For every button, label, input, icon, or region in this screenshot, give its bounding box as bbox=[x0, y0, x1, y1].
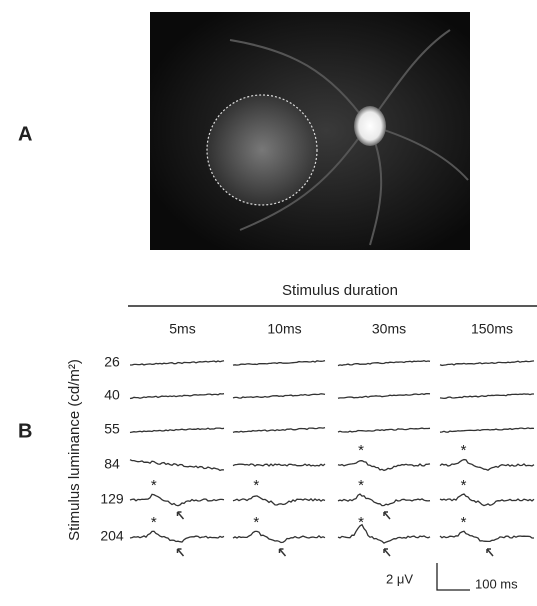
trace bbox=[129, 393, 225, 400]
star: * bbox=[461, 477, 467, 494]
arrow bbox=[383, 511, 391, 520]
arrow bbox=[486, 548, 494, 557]
trace bbox=[439, 427, 535, 433]
arrow bbox=[278, 548, 287, 557]
star: * bbox=[461, 514, 467, 531]
star: * bbox=[253, 477, 259, 494]
trace bbox=[439, 530, 534, 543]
column-label: 5ms bbox=[169, 321, 195, 337]
star: * bbox=[358, 477, 364, 494]
arrow bbox=[176, 511, 185, 520]
trace bbox=[232, 530, 326, 544]
row-label: 129 bbox=[100, 491, 124, 507]
y-label: Stimulus luminance (cd/m²) bbox=[66, 359, 83, 541]
fundus-image bbox=[150, 12, 470, 250]
trace bbox=[232, 359, 326, 366]
star: * bbox=[358, 514, 364, 531]
arrow bbox=[383, 548, 391, 557]
scale-time: 100 ms bbox=[475, 576, 518, 591]
star: * bbox=[358, 442, 364, 459]
star: * bbox=[151, 477, 157, 494]
header: Stimulus duration bbox=[282, 282, 398, 299]
column-label: 10ms bbox=[267, 321, 301, 337]
trace bbox=[129, 530, 225, 543]
star: * bbox=[253, 514, 259, 531]
row-label: 26 bbox=[104, 354, 120, 370]
trace bbox=[337, 493, 431, 507]
star: * bbox=[151, 514, 157, 531]
trace bbox=[439, 493, 535, 507]
trace bbox=[232, 495, 326, 506]
panel-label: B bbox=[18, 420, 32, 442]
trace bbox=[129, 493, 225, 507]
trace bbox=[439, 393, 534, 400]
row-label: 55 bbox=[104, 421, 120, 437]
trace bbox=[439, 458, 535, 471]
scale-bar bbox=[436, 563, 470, 591]
trace bbox=[337, 392, 431, 399]
panel-label: A bbox=[18, 123, 32, 145]
trace bbox=[129, 459, 225, 472]
trace bbox=[232, 393, 326, 399]
row-label: 204 bbox=[100, 528, 124, 544]
trace bbox=[232, 426, 326, 434]
trace bbox=[130, 360, 225, 366]
trace bbox=[337, 460, 431, 472]
trace bbox=[232, 463, 326, 467]
column-label: 150ms bbox=[471, 321, 513, 337]
trace bbox=[439, 360, 535, 367]
row-label: 84 bbox=[104, 456, 120, 472]
arrow bbox=[176, 548, 185, 557]
trace bbox=[337, 523, 431, 544]
row-label: 40 bbox=[104, 387, 120, 403]
trace bbox=[337, 427, 431, 433]
trace bbox=[337, 360, 431, 367]
star: * bbox=[461, 442, 467, 459]
scale-voltage: 2 μV bbox=[386, 571, 413, 586]
column-label: 30ms bbox=[372, 321, 406, 337]
trace bbox=[129, 427, 225, 434]
